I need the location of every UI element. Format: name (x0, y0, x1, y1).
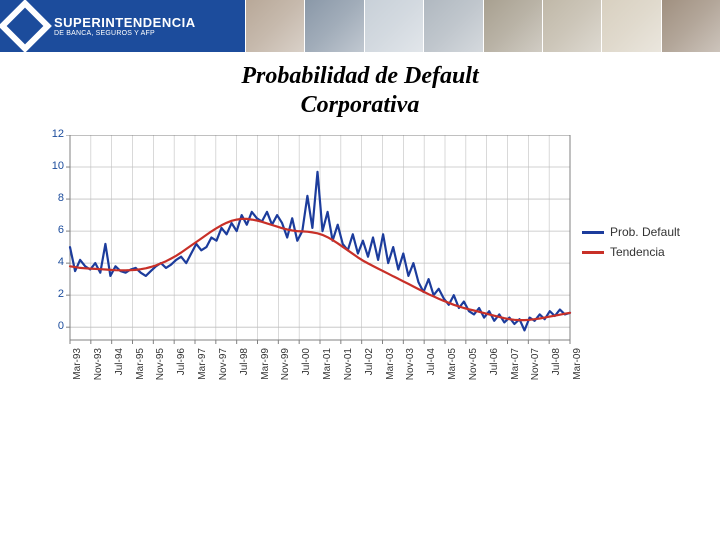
line-chart: Prob. Default Tendencia 024681012Mar-93N… (40, 135, 680, 395)
x-tick-label: Jul-94 (114, 348, 125, 388)
x-tick-label: Mar-09 (572, 348, 583, 388)
title-line-1: Probabilidad de Default (0, 62, 720, 91)
x-tick-label: Mar-07 (510, 348, 521, 388)
x-tick-label: Mar-97 (197, 348, 208, 388)
x-tick-label: Mar-93 (72, 348, 83, 388)
header-photo (483, 0, 542, 52)
x-tick-label: Jul-98 (239, 348, 250, 388)
x-tick-label: Mar-99 (260, 348, 271, 388)
x-tick-label: Nov-05 (468, 348, 479, 388)
chart-title: Probabilidad de Default Corporativa (0, 62, 720, 120)
x-tick-label: Jul-08 (551, 348, 562, 388)
y-tick-label: 12 (44, 128, 64, 140)
x-tick-label: Mar-01 (322, 348, 333, 388)
title-line-2: Corporativa (0, 91, 720, 120)
y-tick-label: 8 (44, 192, 64, 204)
header-photo (245, 0, 304, 52)
x-tick-label: Nov-97 (218, 348, 229, 388)
header-photo (304, 0, 363, 52)
x-tick-label: Nov-99 (280, 348, 291, 388)
y-tick-label: 0 (44, 320, 64, 332)
y-tick-label: 10 (44, 160, 64, 172)
header-photo (661, 0, 720, 52)
x-tick-label: Mar-03 (385, 348, 396, 388)
x-tick-label: Nov-07 (530, 348, 541, 388)
x-tick-label: Mar-95 (135, 348, 146, 388)
logo-block: SUPERINTENDENCIA DE BANCA, SEGUROS Y AFP (0, 0, 245, 52)
photo-strip (245, 0, 720, 52)
x-tick-label: Jul-02 (364, 348, 375, 388)
x-tick-label: Jul-96 (176, 348, 187, 388)
legend-label-1: Tendencia (610, 245, 665, 259)
logo-sub-text: DE BANCA, SEGUROS Y AFP (54, 30, 196, 37)
header-banner: SUPERINTENDENCIA DE BANCA, SEGUROS Y AFP (0, 0, 720, 52)
logo-text: SUPERINTENDENCIA DE BANCA, SEGUROS Y AFP (54, 15, 196, 37)
x-tick-label: Nov-95 (155, 348, 166, 388)
y-tick-label: 2 (44, 288, 64, 300)
x-tick-label: Jul-00 (301, 348, 312, 388)
chart-legend: Prob. Default Tendencia (582, 225, 680, 265)
logo-diamond-icon (0, 0, 52, 53)
x-tick-label: Nov-03 (405, 348, 416, 388)
y-tick-label: 4 (44, 256, 64, 268)
x-tick-label: Jul-06 (489, 348, 500, 388)
x-tick-label: Nov-93 (93, 348, 104, 388)
x-tick-label: Nov-01 (343, 348, 354, 388)
legend-item-prob-default: Prob. Default (582, 225, 680, 239)
header-photo (423, 0, 482, 52)
legend-swatch-0 (582, 231, 604, 234)
legend-item-tendencia: Tendencia (582, 245, 680, 259)
legend-label-0: Prob. Default (610, 225, 680, 239)
x-tick-label: Mar-05 (447, 348, 458, 388)
logo-main-text: SUPERINTENDENCIA (54, 15, 196, 30)
x-tick-label: Jul-04 (426, 348, 437, 388)
header-photo (364, 0, 423, 52)
legend-swatch-1 (582, 251, 604, 254)
header-photo (601, 0, 660, 52)
header-photo (542, 0, 601, 52)
y-tick-label: 6 (44, 224, 64, 236)
